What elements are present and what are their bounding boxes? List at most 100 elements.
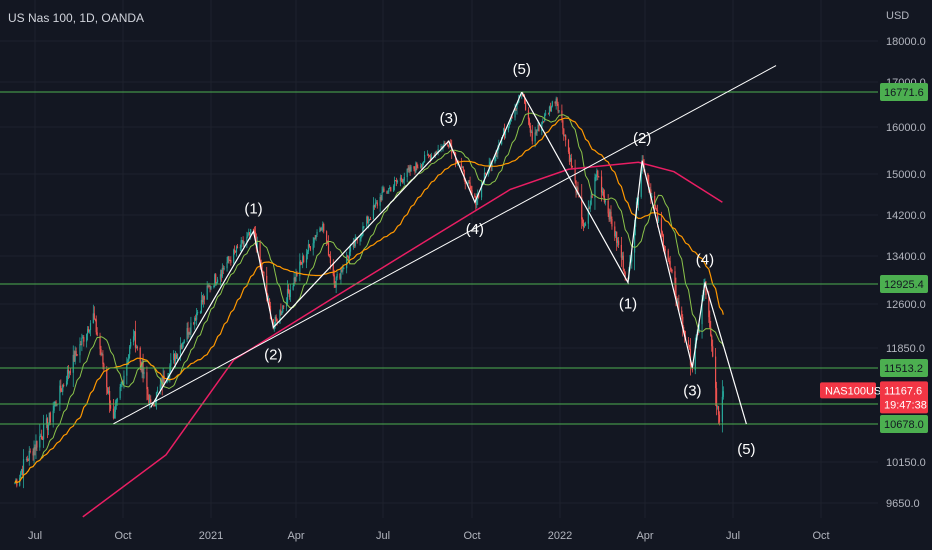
candle-body bbox=[389, 187, 391, 189]
price-tick-label: 16000.0 bbox=[886, 122, 926, 134]
candle-body bbox=[242, 240, 244, 245]
time-tick-label: Apr bbox=[636, 530, 653, 542]
candle-body bbox=[95, 319, 97, 333]
candle-body bbox=[240, 240, 242, 248]
candle-body bbox=[113, 412, 115, 419]
candle-body bbox=[551, 101, 553, 107]
candle-body bbox=[116, 398, 118, 402]
candle-body bbox=[437, 149, 439, 153]
candle-body bbox=[597, 170, 599, 177]
candle-body bbox=[467, 181, 469, 185]
last-price-tag bbox=[880, 381, 928, 414]
candle-body bbox=[56, 404, 58, 406]
candle-body bbox=[197, 312, 199, 314]
candle-body bbox=[487, 172, 489, 175]
candle-body bbox=[682, 316, 684, 327]
candle-body bbox=[463, 169, 465, 180]
candle-body bbox=[604, 200, 606, 203]
candle-body bbox=[252, 229, 255, 231]
horizontal-levels[interactable] bbox=[0, 91, 878, 425]
candle-body bbox=[375, 202, 377, 204]
candle-body bbox=[528, 119, 530, 127]
wave-labels: (1) (2) (3) (4) (5) (1) (2) (3) (4) (5) bbox=[244, 61, 755, 458]
candle-body bbox=[614, 226, 616, 237]
candle-body bbox=[276, 319, 278, 324]
candle-body bbox=[239, 247, 241, 249]
time-axis[interactable]: Jul Oct 2021 Apr Jul Oct 2022 Apr Jul Oct bbox=[28, 530, 830, 542]
level-price-tag bbox=[880, 359, 928, 377]
price-tick-label: 12600.0 bbox=[886, 299, 926, 311]
candle-body bbox=[149, 399, 151, 405]
wave-label-down: (3) bbox=[683, 383, 701, 400]
candle-body bbox=[360, 235, 362, 239]
candle-body bbox=[349, 247, 352, 252]
candle-body bbox=[470, 186, 472, 190]
candle-body bbox=[536, 130, 538, 133]
candle-body bbox=[102, 354, 104, 365]
candle-body bbox=[683, 326, 685, 331]
candle-body bbox=[529, 126, 531, 133]
candle-body bbox=[491, 162, 493, 168]
candle-body bbox=[342, 268, 344, 272]
candle-body bbox=[126, 362, 128, 376]
candle-body bbox=[352, 241, 354, 248]
last-price-label: 11167.6 bbox=[884, 385, 922, 397]
candle-body bbox=[263, 271, 265, 276]
wave-lines[interactable] bbox=[113, 65, 777, 425]
candle-body bbox=[637, 196, 639, 205]
candle-body bbox=[28, 450, 30, 461]
candle-body bbox=[286, 288, 289, 304]
candle-body bbox=[615, 231, 617, 237]
candle-body bbox=[219, 274, 222, 280]
candle-body bbox=[394, 180, 396, 186]
candle-body bbox=[657, 218, 660, 222]
candle-body bbox=[489, 162, 491, 165]
candle-body bbox=[555, 98, 557, 104]
candle-body bbox=[315, 234, 317, 239]
candle-body bbox=[421, 165, 423, 167]
candle-body bbox=[293, 277, 295, 287]
candle-body bbox=[353, 241, 355, 246]
candle-body bbox=[598, 176, 600, 178]
candle-body bbox=[322, 223, 324, 228]
candle-body bbox=[339, 274, 341, 279]
candle-body bbox=[279, 310, 281, 324]
candle-body bbox=[564, 135, 566, 137]
candle-body bbox=[426, 154, 429, 156]
candle-body bbox=[75, 351, 77, 355]
wave-label-up: (4) bbox=[466, 221, 484, 238]
candle-body bbox=[443, 143, 445, 145]
candle-body bbox=[186, 328, 188, 341]
candle-body bbox=[581, 197, 583, 220]
candle-body bbox=[708, 295, 710, 318]
candle-body bbox=[496, 152, 498, 154]
candle-body bbox=[701, 300, 703, 325]
candle-body bbox=[508, 123, 510, 127]
candle-body bbox=[173, 353, 175, 360]
candle-body bbox=[103, 364, 105, 370]
candle-body bbox=[502, 128, 505, 136]
candle-body bbox=[584, 223, 587, 226]
candle-body bbox=[132, 336, 135, 343]
candle-body bbox=[510, 117, 512, 122]
candle-body bbox=[649, 189, 651, 191]
candle-body bbox=[150, 399, 152, 403]
candle-body bbox=[260, 260, 262, 264]
candle-body bbox=[600, 176, 603, 193]
candle-body bbox=[281, 312, 283, 315]
candle-body bbox=[476, 199, 478, 206]
wave-label-up: (3) bbox=[440, 110, 458, 127]
candle-body bbox=[307, 244, 310, 252]
wave-label-up: (1) bbox=[244, 200, 262, 217]
candle-body bbox=[176, 353, 179, 359]
candle-body bbox=[656, 210, 659, 222]
candle-body bbox=[382, 188, 384, 193]
candle-body bbox=[624, 272, 626, 278]
candle-body bbox=[261, 263, 263, 272]
candle-body bbox=[189, 332, 191, 334]
candle-body bbox=[288, 292, 290, 297]
price-axis[interactable]: 18000.017000.016000.015000.014200.013400… bbox=[886, 36, 926, 510]
symbol-tag-label: NAS100USD bbox=[825, 385, 889, 397]
candle-body bbox=[423, 162, 425, 164]
